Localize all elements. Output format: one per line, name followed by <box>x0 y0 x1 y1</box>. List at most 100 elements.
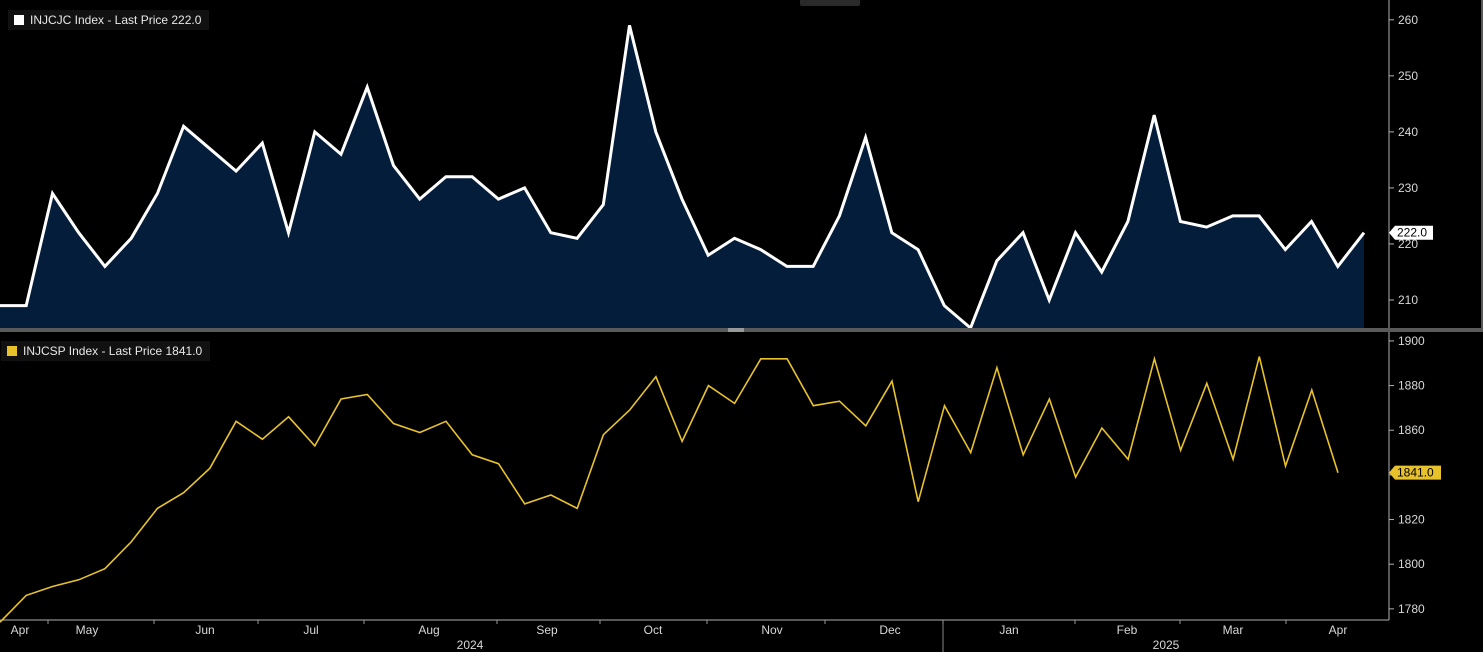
injcsp-data-point <box>733 401 737 405</box>
ytick-label: 220 <box>1398 237 1418 251</box>
injcjc-data-point <box>77 231 81 235</box>
ytick-label: 250 <box>1398 69 1418 83</box>
injcsp-data-point <box>1284 464 1288 468</box>
injcsp-data-point <box>365 393 369 397</box>
injcjc-data-point <box>1126 220 1130 224</box>
injcsp-data-point <box>155 506 159 510</box>
injcsp-data-point <box>575 506 579 510</box>
injcsp-data-point <box>942 404 946 408</box>
injcsp-data-point <box>1074 475 1078 479</box>
injcjc-data-point <box>1231 214 1235 218</box>
injcsp-series-line[interactable] <box>0 355 1339 623</box>
injcsp-data-point <box>1126 457 1130 461</box>
injcjc-data-point <box>1283 248 1287 252</box>
ytick-label: 1860 <box>1398 423 1425 437</box>
injcjc-data-point <box>234 169 238 173</box>
injcjc-data-point <box>995 259 999 263</box>
injcsp-data-point <box>392 422 396 426</box>
injcsp-data-point <box>1047 397 1051 401</box>
injcsp-data-point <box>313 444 317 448</box>
injcjc-data-point <box>129 236 133 240</box>
injcjc-data-point <box>890 231 894 235</box>
xtick-month: Mar <box>1223 623 1244 637</box>
injcsp-data-point <box>890 379 894 383</box>
xtick-month: Jan <box>999 623 1018 637</box>
ytick-label: 210 <box>1398 293 1418 307</box>
legend-injcsp[interactable]: INJCSP Index - Last Price 1841.0 <box>1 341 211 361</box>
legend-swatch-yellow <box>7 346 17 356</box>
injcsp-data-point <box>523 502 527 506</box>
injcjc-last-value-tag: 222.0 <box>1389 225 1433 240</box>
injcjc-data-point <box>1047 298 1051 302</box>
injcjc-data-point <box>155 192 159 196</box>
injcsp-data-point <box>103 567 107 571</box>
injcsp-data-point <box>339 397 343 401</box>
xtick-month: Jul <box>303 623 318 637</box>
injcjc-data-point <box>50 192 54 196</box>
injcsp-data-point <box>260 437 264 441</box>
injcsp-data-point <box>24 593 28 597</box>
injcsp-data-point <box>916 500 920 504</box>
injcsp-data-point <box>129 540 133 544</box>
panel-divider-handle[interactable] <box>728 328 744 332</box>
injcjc-data-point <box>759 248 763 252</box>
injcsp-data-point <box>287 415 291 419</box>
injcjc-data-point <box>549 231 553 235</box>
injcjc-data-point <box>1152 113 1156 117</box>
xtick-month: Oct <box>644 623 663 637</box>
ytick-label: 1880 <box>1398 379 1425 393</box>
ytick-label: 1780 <box>1398 602 1425 616</box>
injcsp-data-point <box>601 433 605 437</box>
injcjc-data-point <box>339 152 343 156</box>
legend-injcjc[interactable]: INJCJC Index - Last Price 222.0 <box>8 10 210 30</box>
injcjc-data-point <box>1100 270 1104 274</box>
injcsp-data-point <box>77 578 81 582</box>
injcsp-data-point <box>50 585 54 589</box>
legend-label-injcjc: INJCJC Index - Last Price 222.0 <box>30 13 202 27</box>
top-panel: 210 220 230 240 250 260 222.0 <box>0 13 1433 331</box>
injcsp-data-point <box>654 375 658 379</box>
injcsp-data-point <box>208 466 212 470</box>
injcjc-data-point <box>601 203 605 207</box>
xtick-month: Apr <box>1329 623 1348 637</box>
injcjc-data-point <box>1310 220 1314 224</box>
injcjc-data-point <box>654 130 658 134</box>
injcjc-data-point <box>103 264 107 268</box>
xtick-year: 2024 <box>457 638 484 652</box>
injcsp-data-point <box>470 453 474 457</box>
injcjc-data-point <box>1336 264 1340 268</box>
injcjc-data-point <box>1021 231 1025 235</box>
ytick-label: 1900 <box>1398 334 1425 348</box>
injcjc-data-point <box>1178 220 1182 224</box>
injcjc-last-value-label: 222.0 <box>1397 226 1427 240</box>
injcsp-data-point <box>838 399 842 403</box>
injcjc-data-point <box>942 304 946 308</box>
xtick-month: Jun <box>195 623 214 637</box>
injcjc-data-point <box>732 236 736 240</box>
injcjc-data-point <box>811 264 815 268</box>
injcjc-data-point <box>260 141 264 145</box>
injcjc-data-point <box>182 124 186 128</box>
legend-label-injcsp: INJCSP Index - Last Price 1841.0 <box>23 344 203 358</box>
injcsp-data-point <box>1336 471 1340 475</box>
injcsp-last-value-bg <box>1389 465 1441 480</box>
ytick-label: 240 <box>1398 125 1418 139</box>
injcjc-data-point <box>837 214 841 218</box>
top-tab[interactable] <box>800 0 860 6</box>
injcjc-data-point <box>496 197 500 201</box>
injcsp-data-point <box>759 357 763 361</box>
injcsp-data-point <box>1179 448 1183 452</box>
injcjc-data-point <box>1205 225 1209 229</box>
injcsp-data-point <box>496 462 500 466</box>
injcjc-data-point <box>24 304 28 308</box>
injcjc-series-line[interactable] <box>0 25 1366 331</box>
injcsp-data-point <box>628 408 632 412</box>
injcjc-data-point <box>208 147 212 151</box>
injcsp-data-point <box>995 366 999 370</box>
injcsp-data-point <box>680 439 684 443</box>
injcjc-data-point <box>1362 231 1366 235</box>
injcjc-data-point <box>680 197 684 201</box>
injcsp-data-point <box>444 419 448 423</box>
injcjc-data-point <box>391 164 395 168</box>
